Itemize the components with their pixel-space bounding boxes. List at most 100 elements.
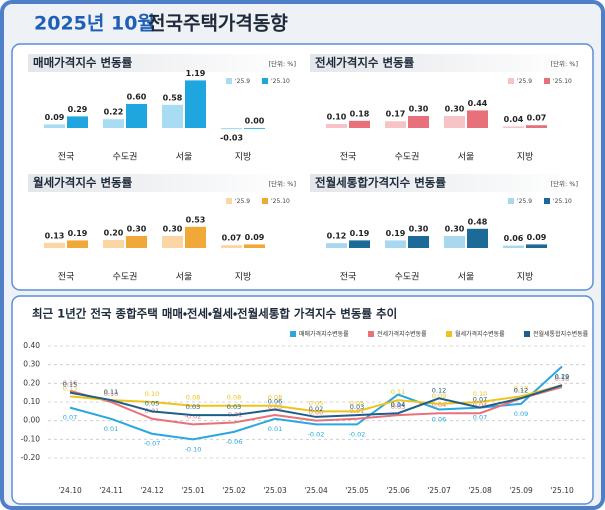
data-label: 0.20 [104,229,124,238]
data-label: 0.10 [473,390,487,398]
bar [103,119,124,128]
data-label: -0.06 [226,438,243,446]
x-tick-label: 지방 [517,152,534,163]
data-label: 0.19 [68,229,88,238]
data-label: 0.04 [391,401,405,409]
legend-swatch [368,331,374,337]
unit-label: [단위: %] [269,59,296,68]
data-label: 0.03 [350,403,364,411]
data-label: 0.13 [514,384,528,392]
data-label: 0.07 [63,414,77,422]
data-label: 0.03 [186,403,200,411]
data-label: 0.19 [555,373,569,381]
data-label: 0.18 [555,375,569,383]
data-label: 0.05 [145,399,159,407]
data-label: 0.22 [104,108,124,117]
bar [526,244,547,248]
data-label: 0.12 [327,232,347,241]
legend-swatch [508,78,514,84]
legend-label: 매매가격지수변동률 [299,330,349,338]
legend-label: 전세가격지수변동률 [377,330,427,338]
x-tick-label: 서울 [458,272,475,283]
x-tick-label: '24.11 [99,486,123,495]
data-label: 0.13 [63,384,77,392]
x-tick-label: 지방 [235,152,252,163]
bar [326,243,347,248]
data-label: 0.13 [45,231,65,240]
data-label: 0.58 [163,93,183,102]
legend-label: '25.9 [235,78,250,85]
bar [349,120,370,128]
legend-swatch [508,198,514,204]
line-series [69,384,563,413]
data-label: 0.09 [527,233,547,242]
bar [503,245,524,248]
bar [44,242,65,248]
data-label: 0.30 [445,105,465,114]
data-label: 0.00 [245,117,265,126]
x-tick-label: 전국 [340,152,357,163]
data-label: 0.30 [445,225,465,234]
legend-swatch [524,331,530,337]
data-label: 0.01 [104,425,118,433]
title-main: 전국주택가격동향 [148,13,288,35]
chart-title-bar [310,54,578,72]
data-label: 0.12 [432,386,446,394]
data-label: 0.15 [63,381,77,389]
bar [385,121,406,128]
bar [349,240,370,248]
data-label: 0.19 [555,373,569,381]
x-tick-label: 수도권 [113,271,138,283]
chart-title: 월세가격지수 변동률 [33,176,133,190]
data-label: -0.02 [308,430,325,438]
chart-title: 전월세통합가격지수 변동률 [315,176,446,190]
data-label: 0.09 [514,410,528,418]
x-tick-label: 지방 [235,272,252,283]
y-tick-label: -0.10 [21,434,41,443]
legend-label: 월세가격지수변동률 [455,330,505,338]
bar [162,104,183,128]
unit-label: [단위: %] [269,179,296,188]
data-label: 0.11 [391,388,405,396]
legend-swatch [544,78,550,84]
data-label: 0.19 [350,229,370,238]
legend-label: '25.9 [517,78,532,85]
data-label: 0.12 [514,386,528,394]
data-label: 0.17 [386,110,406,119]
top-panel [11,43,594,291]
data-label: 0.05 [350,399,364,407]
data-label: 0.16 [63,379,77,387]
bar [44,124,65,128]
legend-swatch [262,78,268,84]
chart-title-bar [28,54,296,72]
x-tick-label: '25.02 [222,486,246,495]
legend-label: '25.10 [553,198,572,205]
bar [221,128,242,130]
bar [408,236,429,248]
data-label: -0.03 [220,134,243,143]
data-label: 0.53 [186,215,206,224]
data-label: 0.08 [268,394,282,402]
x-tick-label: 서울 [458,152,475,163]
bar [408,116,429,128]
bar [67,116,88,128]
bar [444,236,465,248]
data-label: 0.09 [45,113,65,122]
x-tick-label: 수도권 [395,271,420,283]
data-label: 0.11 [104,388,118,396]
bar [444,116,465,128]
legend-swatch [226,78,232,84]
bar [185,226,206,248]
chart-title-bar [310,174,578,192]
chart-title-bar [28,174,296,192]
y-tick-label: 0.00 [23,416,40,425]
data-label: -0.02 [185,412,202,420]
data-label: 0.07 [222,234,242,243]
data-label: 0.18 [350,109,370,118]
data-label: -0.07 [144,440,161,448]
data-label: 0.09 [432,392,446,400]
data-label: 0.03 [391,403,405,411]
chart-title: 최근 1년간 전국 종합주택 매매・전세・월세・전월세통합 가격지수 변동률 추… [32,307,397,321]
